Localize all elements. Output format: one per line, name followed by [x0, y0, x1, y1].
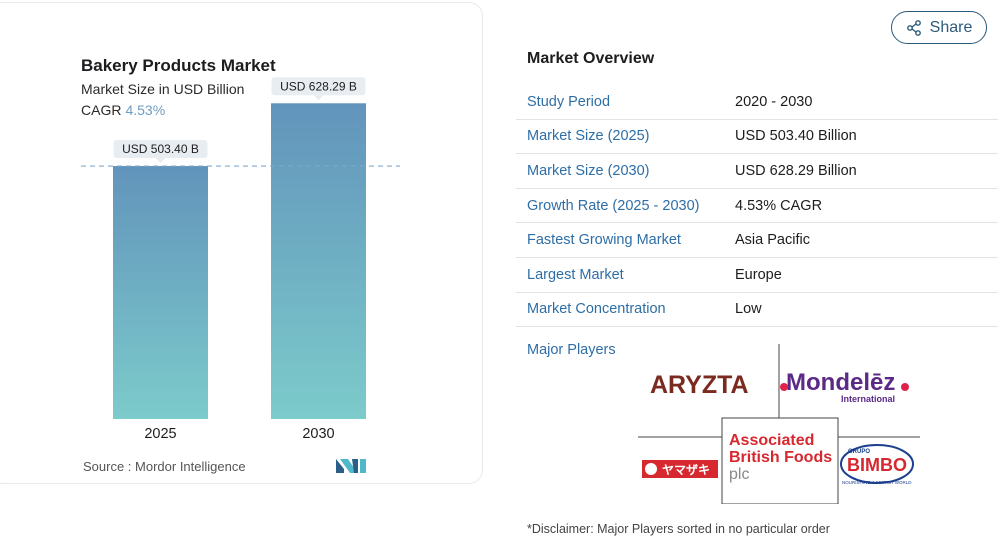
- mondelez-dot-icon: [901, 383, 909, 391]
- data-label-pointer: [313, 95, 324, 101]
- abf-line-1: Associated: [729, 432, 814, 449]
- overview-value: USD 628.29 Billion: [735, 162, 857, 179]
- mondelez-sub-text: International: [841, 394, 895, 404]
- associated-british-foods-logo[interactable]: Associated British Foods plc: [729, 432, 832, 483]
- mondelez-logo[interactable]: Mondelēz International: [780, 369, 909, 404]
- category-label: 2030: [302, 426, 334, 442]
- bimbo-oval: [840, 444, 914, 484]
- aryzta-text: ARYZTA: [650, 371, 749, 399]
- data-label-pointer: [155, 158, 166, 164]
- overview-row-market-size-2025: Market Size (2025) USD 503.40 Billion: [516, 120, 998, 155]
- cagr-label: CAGR: [81, 102, 122, 118]
- chart-cagr: CAGR 4.53%: [81, 102, 165, 118]
- overview-value: USD 503.40 Billion: [735, 128, 857, 145]
- share-label: Share: [929, 18, 973, 36]
- mordor-intelligence-logo-icon: [336, 459, 366, 473]
- mondelez-text: Mondelēz: [786, 369, 895, 396]
- bimbo-top-text: GRUPO: [848, 449, 870, 455]
- chart-card: [0, 2, 483, 484]
- overview-row-concentration: Market Concentration Low: [516, 293, 998, 328]
- overview-label[interactable]: Market Size (2025): [527, 128, 650, 145]
- data-label-box: [271, 77, 366, 96]
- overview-label[interactable]: Growth Rate (2025 - 2030): [527, 197, 700, 214]
- data-label: USD 503.40 B: [122, 142, 199, 156]
- yamazaki-logo[interactable]: ヤマザキ: [642, 460, 718, 478]
- bimbo-text: BIMBO: [847, 455, 907, 475]
- chart-subtitle: Market Size in USD Billion: [81, 81, 245, 97]
- market-overview-title: Market Overview: [527, 50, 655, 67]
- aryzta-logo[interactable]: ARYZTA: [650, 371, 749, 399]
- overview-label[interactable]: Study Period: [527, 93, 611, 110]
- bimbo-tag-text: NOURISHING A BETTER WORLD: [842, 480, 912, 485]
- cagr-value: 4.53%: [125, 102, 166, 118]
- yamazaki-bg: [642, 460, 718, 478]
- overview-row-market-size-2030: Market Size (2030) USD 628.29 Billion: [516, 154, 998, 189]
- overview-value: Europe: [735, 266, 782, 283]
- yamazaki-text: ヤマザキ: [662, 463, 710, 477]
- bar-2030[interactable]: [271, 103, 366, 419]
- overview-value: 4.53% CAGR: [735, 197, 823, 214]
- overview-label[interactable]: Fastest Growing Market: [527, 232, 681, 249]
- overview-label[interactable]: Largest Market: [527, 266, 624, 283]
- major-players-logos: ARYZTA Mondelēz International Associated…: [638, 344, 920, 504]
- overview-label[interactable]: Market Concentration: [527, 301, 666, 318]
- overview-value: Asia Pacific: [735, 232, 810, 249]
- data-label-box: [113, 140, 208, 159]
- share-button[interactable]: Share: [891, 11, 987, 44]
- bimbo-logo[interactable]: GRUPO BIMBO NOURISHING A BETTER WORLD: [840, 444, 914, 485]
- abf-line-3: plc: [729, 466, 749, 483]
- overview-value: Low: [735, 301, 762, 318]
- yamazaki-emblem-icon: [645, 463, 657, 475]
- share-icon: [906, 19, 921, 36]
- abf-line-2: British Foods: [729, 449, 832, 466]
- overview-row-growth-rate: Growth Rate (2025 - 2030) 4.53% CAGR: [516, 189, 998, 224]
- major-players-label[interactable]: Major Players: [527, 342, 616, 358]
- disclaimer: *Disclaimer: Major Players sorted in no …: [527, 522, 830, 536]
- data-label: USD 628.29 B: [280, 79, 357, 93]
- overview-row-study-period: Study Period 2020 - 2030: [516, 85, 998, 120]
- chart-source: Source : Mordor Intelligence: [83, 459, 246, 474]
- overview-value: 2020 - 2030: [735, 93, 813, 110]
- chart-title: Bakery Products Market: [81, 56, 276, 75]
- market-overview-table: Study Period 2020 - 2030 Market Size (20…: [516, 85, 998, 328]
- overview-row-fastest-growing: Fastest Growing Market Asia Pacific: [516, 223, 998, 258]
- divider: [721, 417, 839, 504]
- bar-2025[interactable]: [113, 166, 208, 419]
- category-label: 2025: [144, 426, 176, 442]
- overview-label[interactable]: Market Size (2030): [527, 162, 650, 179]
- overview-row-largest-market: Largest Market Europe: [516, 258, 998, 293]
- bar-chart: USD 503.40 B 2025 USD 628.29 B 2030: [81, 77, 400, 442]
- mondelez-dot-icon: [780, 383, 788, 391]
